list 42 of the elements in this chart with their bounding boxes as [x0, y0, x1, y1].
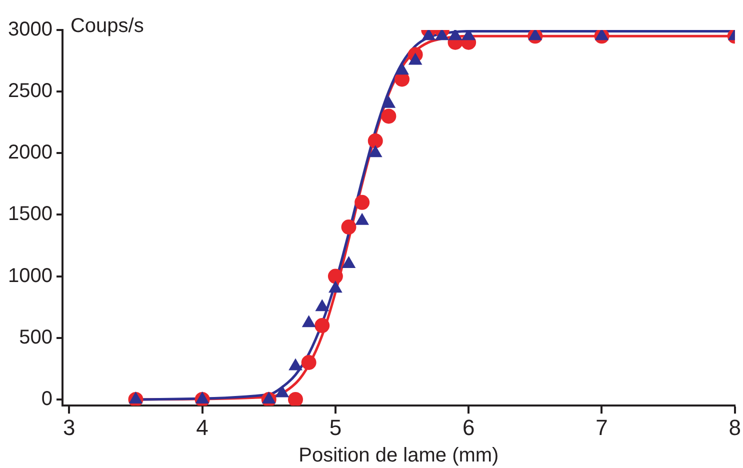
x-tick-label: 7 [596, 414, 608, 440]
point [288, 358, 302, 370]
point [435, 30, 449, 40]
point [328, 268, 343, 284]
point [342, 256, 356, 268]
point [301, 355, 316, 370]
x-tick-label: 5 [329, 414, 342, 440]
point [302, 316, 316, 328]
point [262, 392, 276, 404]
point [368, 146, 382, 158]
point [316, 300, 329, 312]
point [382, 96, 396, 108]
y-tick-label: 2000 [8, 142, 52, 164]
point [381, 108, 396, 124]
y-tick-label: 1500 [8, 203, 52, 226]
point [368, 133, 383, 148]
point [356, 213, 369, 225]
point [408, 53, 422, 65]
point [395, 63, 409, 75]
y-axis-title: Coups/s [70, 15, 144, 37]
point [448, 30, 462, 40]
x-tick-label: 3 [63, 414, 76, 440]
point [314, 318, 330, 334]
point [595, 30, 608, 40]
x-tick-label: 8 [728, 414, 742, 440]
point [341, 220, 356, 235]
x-tick-label: 6 [462, 414, 475, 440]
y-tick-label: 0 [41, 388, 52, 410]
y-tick-label: 500 [19, 326, 52, 348]
point [276, 386, 289, 398]
y-tick-label: 2500 [8, 80, 52, 102]
x-tick-label: 4 [196, 414, 208, 440]
point [422, 30, 436, 40]
point [196, 392, 209, 404]
point [129, 392, 142, 404]
x-axis-title: Position de lame (mm) [298, 444, 499, 467]
point [528, 30, 542, 40]
point [288, 392, 303, 406]
point [328, 281, 342, 293]
point [354, 194, 370, 210]
y-tick-label: 3000 [8, 18, 52, 41]
y-tick-label: 1000 [8, 264, 52, 287]
